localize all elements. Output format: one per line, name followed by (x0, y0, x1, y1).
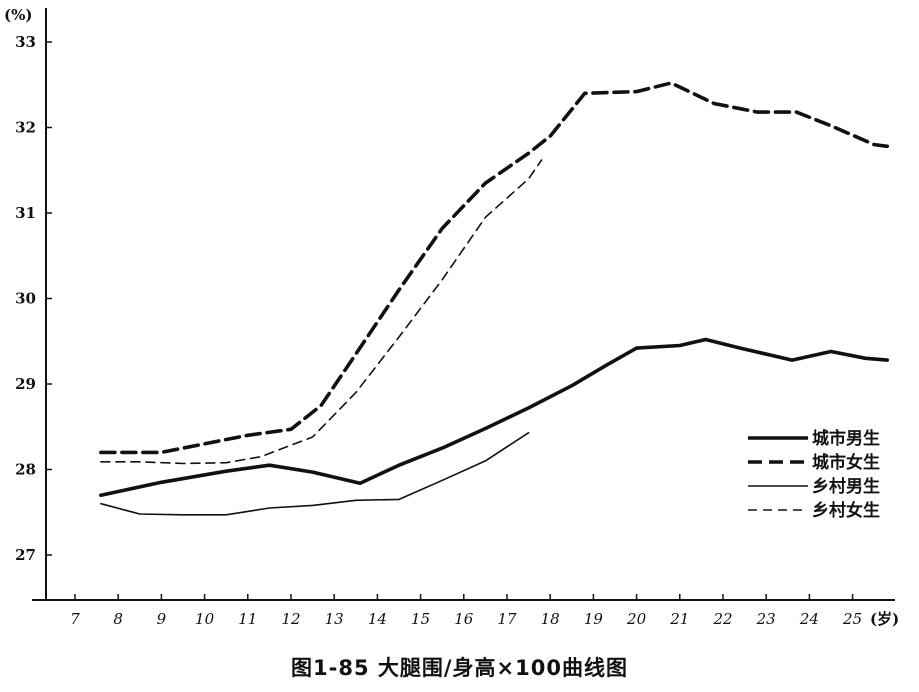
x-tick-label: 11 (238, 610, 257, 628)
x-tick-label: 12 (281, 610, 300, 628)
x-unit-label: (岁) (870, 610, 899, 628)
legend-label-4: 乡村女生 (812, 500, 880, 521)
series-line-1 (99, 337, 889, 497)
y-tick-label: 30 (15, 290, 36, 308)
series-lines (99, 81, 889, 516)
y-tick-label: 28 (15, 461, 36, 479)
legend-label-1: 城市男生 (812, 428, 880, 449)
x-tick-label: 7 (70, 610, 80, 628)
y-tick-label: 32 (15, 119, 36, 137)
x-tick-label: 19 (584, 610, 604, 628)
series-line-4 (100, 159, 543, 465)
x-tick-label: 8 (113, 610, 123, 628)
y-tick-label: 29 (15, 375, 36, 393)
x-tick-label: 18 (541, 610, 560, 628)
y-unit-label: (%) (4, 6, 32, 24)
x-tick-label: 23 (756, 610, 776, 628)
x-tick-label: 25 (842, 610, 862, 628)
axis-ticks: 7 8 9 10 11 12 13 14 15 16 17 18 19 20 21 22 23 24 25 27 28 2… (15, 33, 862, 628)
y-tick-label: 27 (15, 546, 36, 564)
legend-label-2: 城市女生 (812, 452, 880, 473)
y-tick-label: 33 (15, 33, 36, 51)
x-tick-label: 16 (454, 610, 474, 628)
axes (32, 8, 895, 601)
x-tick-label: 22 (712, 610, 732, 628)
x-tick-label: 24 (799, 610, 819, 628)
x-tick-label: 21 (669, 610, 689, 628)
x-tick-label: 13 (325, 610, 344, 628)
x-tick-label: 9 (157, 610, 167, 628)
x-tick-label: 17 (497, 610, 517, 628)
chart-caption: 图1-85 大腿围/身高×100曲线图 (291, 656, 628, 680)
x-tick-label: 20 (626, 610, 647, 628)
legend-label-3: 乡村男生 (812, 476, 880, 497)
x-tick-label: 10 (195, 610, 215, 628)
x-tick-label: 14 (368, 610, 387, 628)
x-tick-label: 15 (411, 610, 430, 628)
y-tick-label: 31 (15, 204, 36, 222)
series-line-3 (100, 431, 530, 516)
series-line-2 (99, 81, 889, 455)
